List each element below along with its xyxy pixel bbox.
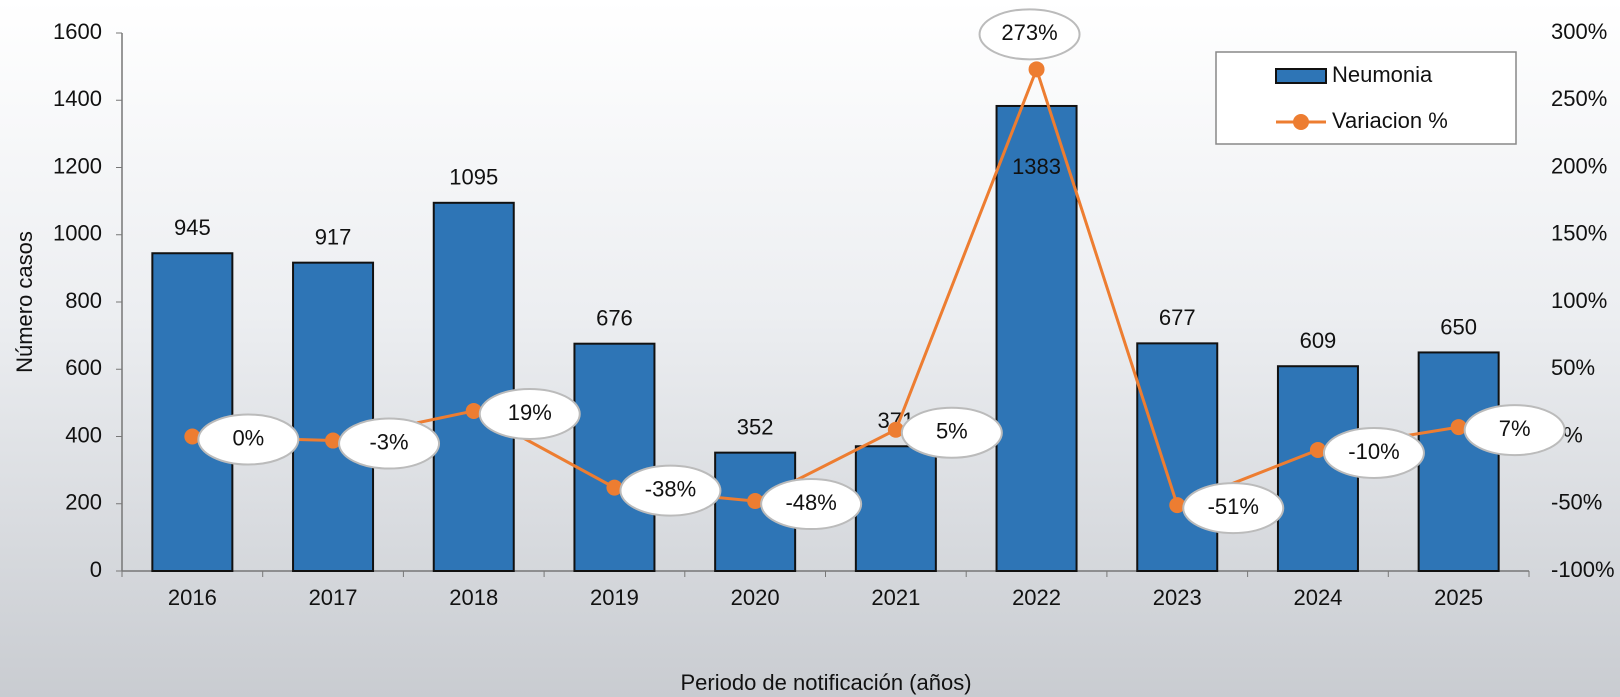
bar bbox=[292, 261, 375, 572]
line-point bbox=[1309, 441, 1326, 458]
bar-value-label: 1095 bbox=[449, 165, 498, 190]
bar bbox=[432, 201, 515, 572]
label-bubble bbox=[478, 387, 581, 440]
label-bubble bbox=[338, 417, 441, 470]
bar bbox=[995, 104, 1078, 572]
legend-label: Variacion % bbox=[1332, 108, 1448, 133]
line-value-label: -10% bbox=[1348, 439, 1399, 464]
legend-box bbox=[1215, 51, 1517, 145]
line-value-label: -48% bbox=[785, 490, 836, 515]
bar-value-label: 917 bbox=[315, 224, 352, 249]
line-value-label: -51% bbox=[1208, 494, 1259, 519]
bar bbox=[573, 342, 656, 572]
label-bubble bbox=[1322, 426, 1425, 479]
legend-swatch-point bbox=[1293, 114, 1309, 130]
label-bubble bbox=[197, 413, 300, 466]
x-tick-label: 2016 bbox=[168, 585, 217, 610]
label-bubble bbox=[619, 464, 722, 517]
y-tick-label: 0 bbox=[90, 557, 102, 582]
line-value-label: 5% bbox=[936, 419, 968, 444]
line-point bbox=[1169, 497, 1186, 514]
legend-label: Neumonia bbox=[1332, 62, 1433, 87]
x-tick-label: 2020 bbox=[731, 585, 780, 610]
y-tick-label: 1600 bbox=[53, 19, 102, 44]
x-tick-label: 2025 bbox=[1434, 585, 1483, 610]
y2-tick-label: 50% bbox=[1551, 355, 1595, 380]
line-point bbox=[747, 493, 764, 510]
bar-value-label: 352 bbox=[737, 414, 774, 439]
y-tick-label: 400 bbox=[65, 422, 102, 447]
y2-tick-label: -50% bbox=[1551, 490, 1602, 515]
line-point bbox=[325, 432, 342, 449]
x-tick-label: 2024 bbox=[1293, 585, 1342, 610]
x-axis-label: Periodo de notificación (años) bbox=[680, 670, 971, 695]
label-bubble bbox=[1182, 482, 1285, 535]
line-value-label: 0% bbox=[232, 425, 264, 450]
bar bbox=[1417, 351, 1500, 572]
line-point bbox=[184, 428, 201, 445]
bar bbox=[854, 445, 937, 572]
bar-value-label: 1383 bbox=[1012, 154, 1061, 179]
line-value-label: -38% bbox=[645, 476, 696, 501]
line-point bbox=[1028, 61, 1045, 78]
y2-tick-label: 150% bbox=[1551, 221, 1607, 246]
bar bbox=[151, 252, 234, 572]
label-bubble bbox=[760, 478, 863, 531]
line-value-label: 7% bbox=[1499, 416, 1531, 441]
bar-value-label: 609 bbox=[1300, 328, 1337, 353]
label-bubble bbox=[978, 8, 1081, 61]
bar-value-label: 945 bbox=[174, 215, 211, 240]
line-value-label: 273% bbox=[1001, 20, 1057, 45]
line-value-label: 19% bbox=[508, 400, 552, 425]
line-value-label: -3% bbox=[369, 429, 408, 454]
y2-tick-label: 200% bbox=[1551, 153, 1607, 178]
y-axis-label: Número casos bbox=[12, 231, 37, 373]
y-tick-label: 1200 bbox=[53, 153, 102, 178]
label-bubble bbox=[1463, 404, 1566, 457]
x-tick-label: 2018 bbox=[449, 585, 498, 610]
x-tick-label: 2022 bbox=[1012, 585, 1061, 610]
line-point bbox=[887, 421, 904, 438]
y2-tick-label: 300% bbox=[1551, 19, 1607, 44]
y2-tick-label: 100% bbox=[1551, 288, 1607, 313]
y2-tick-label: -100% bbox=[1551, 557, 1615, 582]
x-tick-label: 2017 bbox=[309, 585, 358, 610]
bar-value-label: 677 bbox=[1159, 305, 1196, 330]
bar-value-label: 650 bbox=[1440, 314, 1477, 339]
x-tick-label: 2019 bbox=[590, 585, 639, 610]
y-tick-label: 200 bbox=[65, 490, 102, 515]
legend-swatch bbox=[1275, 68, 1327, 84]
line-point bbox=[1450, 419, 1467, 436]
bar bbox=[1136, 342, 1219, 573]
y-tick-label: 800 bbox=[65, 288, 102, 313]
y2-tick-label: 250% bbox=[1551, 86, 1607, 111]
x-tick-label: 2021 bbox=[871, 585, 920, 610]
line-point bbox=[465, 402, 482, 419]
bar-value-label: 676 bbox=[596, 306, 633, 331]
y-tick-label: 600 bbox=[65, 355, 102, 380]
y-tick-label: 1000 bbox=[53, 221, 102, 246]
y-tick-label: 1400 bbox=[53, 86, 102, 111]
label-bubble bbox=[900, 406, 1003, 459]
x-tick-label: 2023 bbox=[1153, 585, 1202, 610]
line-point bbox=[606, 479, 623, 496]
